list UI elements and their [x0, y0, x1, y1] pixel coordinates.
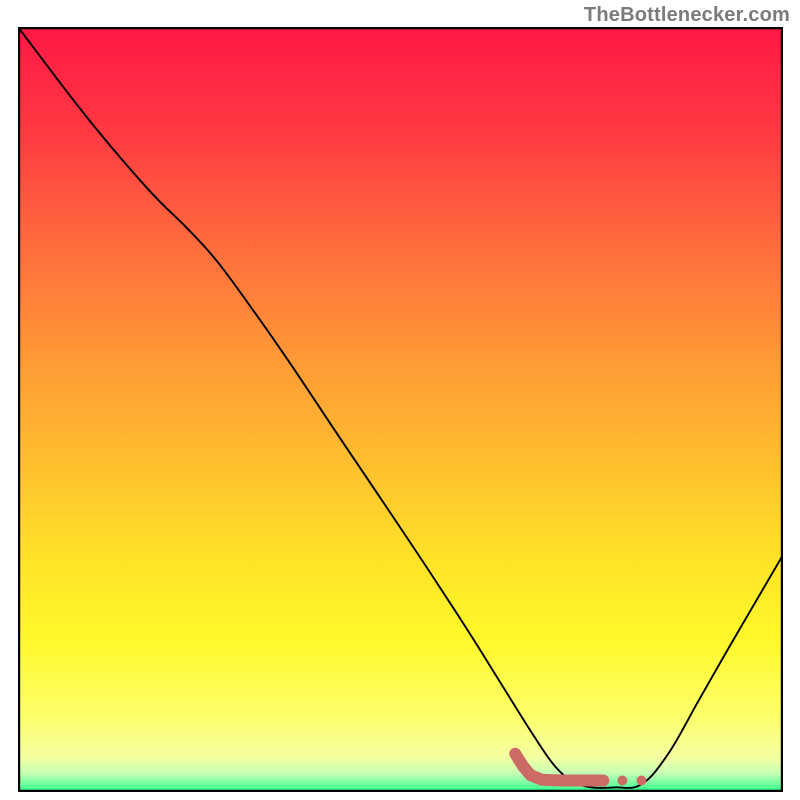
chart-container: TheBottlenecker.com — [0, 0, 800, 800]
bottleneck-chart — [18, 27, 783, 792]
attribution-label: TheBottlenecker.com — [584, 4, 790, 27]
chart-background — [18, 27, 783, 792]
